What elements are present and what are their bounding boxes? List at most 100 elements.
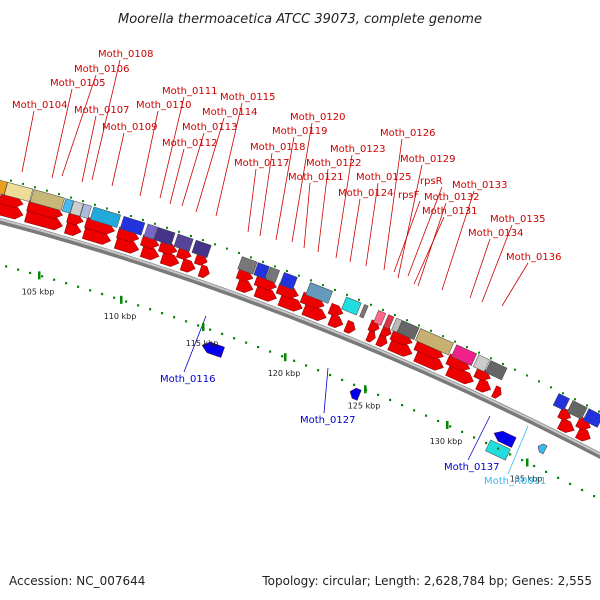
tick-dot — [353, 383, 356, 386]
tick-dot — [154, 222, 156, 225]
tick-dot — [233, 337, 236, 340]
gene-label-top: Moth_0104 — [12, 100, 67, 111]
gene-label-bottom: Moth_0127 — [300, 415, 355, 426]
gene-block — [119, 215, 146, 236]
label-leader — [317, 168, 329, 253]
tick-dot — [22, 182, 24, 185]
gene-block-group — [153, 226, 176, 246]
tick-dot — [521, 459, 524, 462]
label-leader — [169, 148, 185, 205]
forward-gene-arrow-group — [277, 293, 303, 312]
tick-dot — [466, 346, 468, 349]
gene-block — [383, 314, 395, 330]
forward-gene-arrow-group — [159, 251, 180, 267]
gene-block — [305, 282, 334, 304]
tick-dot — [77, 285, 80, 288]
gene-block — [29, 189, 65, 211]
map-title: Moorella thermoacetica ATCC 39073, compl… — [118, 12, 482, 27]
tick-dot — [413, 409, 416, 412]
gene-block-group — [341, 296, 362, 316]
tick-dot — [358, 298, 360, 301]
tick-dot — [574, 398, 576, 401]
gene-block — [191, 239, 212, 259]
forward-gene-arrow-group — [557, 417, 575, 433]
tick-dot — [569, 482, 572, 485]
label-leader — [417, 202, 447, 287]
gene-block — [173, 233, 194, 252]
forward-gene-arrow — [179, 258, 196, 273]
tick-dot — [598, 410, 600, 413]
forward-gene-arrow — [327, 302, 344, 317]
gene-block — [279, 272, 298, 290]
label-leader — [481, 224, 513, 303]
tick-dot — [550, 386, 552, 389]
forward-gene-arrow-group — [179, 258, 196, 273]
tick-dot — [173, 316, 176, 319]
genome-summary-text: Topology: circular; Length: 2,628,784 bp… — [262, 574, 592, 588]
tick-dot — [46, 189, 48, 192]
gene-block-group — [143, 223, 158, 240]
forward-gene-arrow — [301, 303, 327, 321]
label-leader — [195, 117, 225, 213]
tick-dot — [130, 214, 132, 217]
tick-dot — [382, 308, 384, 311]
kbp-tick — [202, 323, 205, 332]
tick-dot — [437, 419, 440, 423]
gene-label-top: rpsF — [398, 190, 420, 201]
label-leader — [81, 115, 97, 183]
gene-block-group — [29, 189, 65, 211]
gene-block — [143, 223, 158, 240]
tick-dot — [226, 247, 228, 250]
label-leader — [139, 110, 159, 197]
tick-dot — [5, 265, 8, 268]
tick-dot — [322, 284, 324, 287]
forward-gene-arrow-group — [475, 377, 491, 393]
tick-dot — [581, 488, 584, 492]
reverse-gene-arrow-group — [493, 430, 517, 448]
tick-dot — [394, 314, 396, 317]
gene-label-top: Moth_0115 — [220, 92, 275, 103]
forward-gene-arrow — [491, 385, 502, 399]
tick-dot — [202, 239, 204, 242]
forward-gene-arrow — [575, 426, 591, 442]
forward-gene-arrow — [557, 417, 575, 433]
label-leader — [467, 415, 491, 461]
label-leader — [21, 110, 35, 173]
tick-dot — [65, 282, 68, 285]
gene-block — [391, 317, 403, 333]
gene-block-group — [0, 179, 8, 196]
tick-dot — [370, 303, 372, 306]
tick-dot — [449, 425, 452, 428]
tick-dot — [41, 275, 44, 278]
forward-gene-arrow — [445, 364, 474, 385]
gene-label-top: Moth_0129 — [400, 154, 455, 165]
label-leader — [507, 425, 529, 475]
gene-block — [79, 203, 92, 219]
tick-dot — [125, 300, 128, 303]
tick-dot — [238, 251, 240, 254]
gene-block — [69, 200, 84, 217]
gene-block — [265, 266, 280, 284]
gene-block-group — [279, 272, 298, 290]
tick-dot — [214, 243, 216, 246]
gene-label-top: Moth_0114 — [202, 107, 257, 118]
tick-dot — [137, 304, 140, 307]
tick-dot — [106, 207, 108, 210]
tick-dot — [262, 260, 264, 263]
backbone-line — [0, 217, 600, 459]
tick-dot — [509, 453, 512, 456]
tick-dot — [101, 292, 104, 296]
gene-block-group — [4, 182, 34, 202]
tick-dot — [593, 494, 596, 498]
gene-label-top: Moth_0131 — [422, 206, 477, 217]
tick-dot — [406, 319, 408, 322]
tick-dot — [329, 373, 332, 377]
tick-dot — [317, 369, 320, 372]
forward-gene-arrow-group — [343, 320, 356, 334]
gene-block-group — [89, 206, 121, 228]
gene-label-top: Moth_0133 — [452, 180, 507, 191]
gene-block-group — [373, 310, 387, 326]
gene-block-group — [69, 200, 84, 217]
tick-dot — [586, 404, 588, 407]
gene-label-top: Moth_0117 — [234, 158, 289, 169]
